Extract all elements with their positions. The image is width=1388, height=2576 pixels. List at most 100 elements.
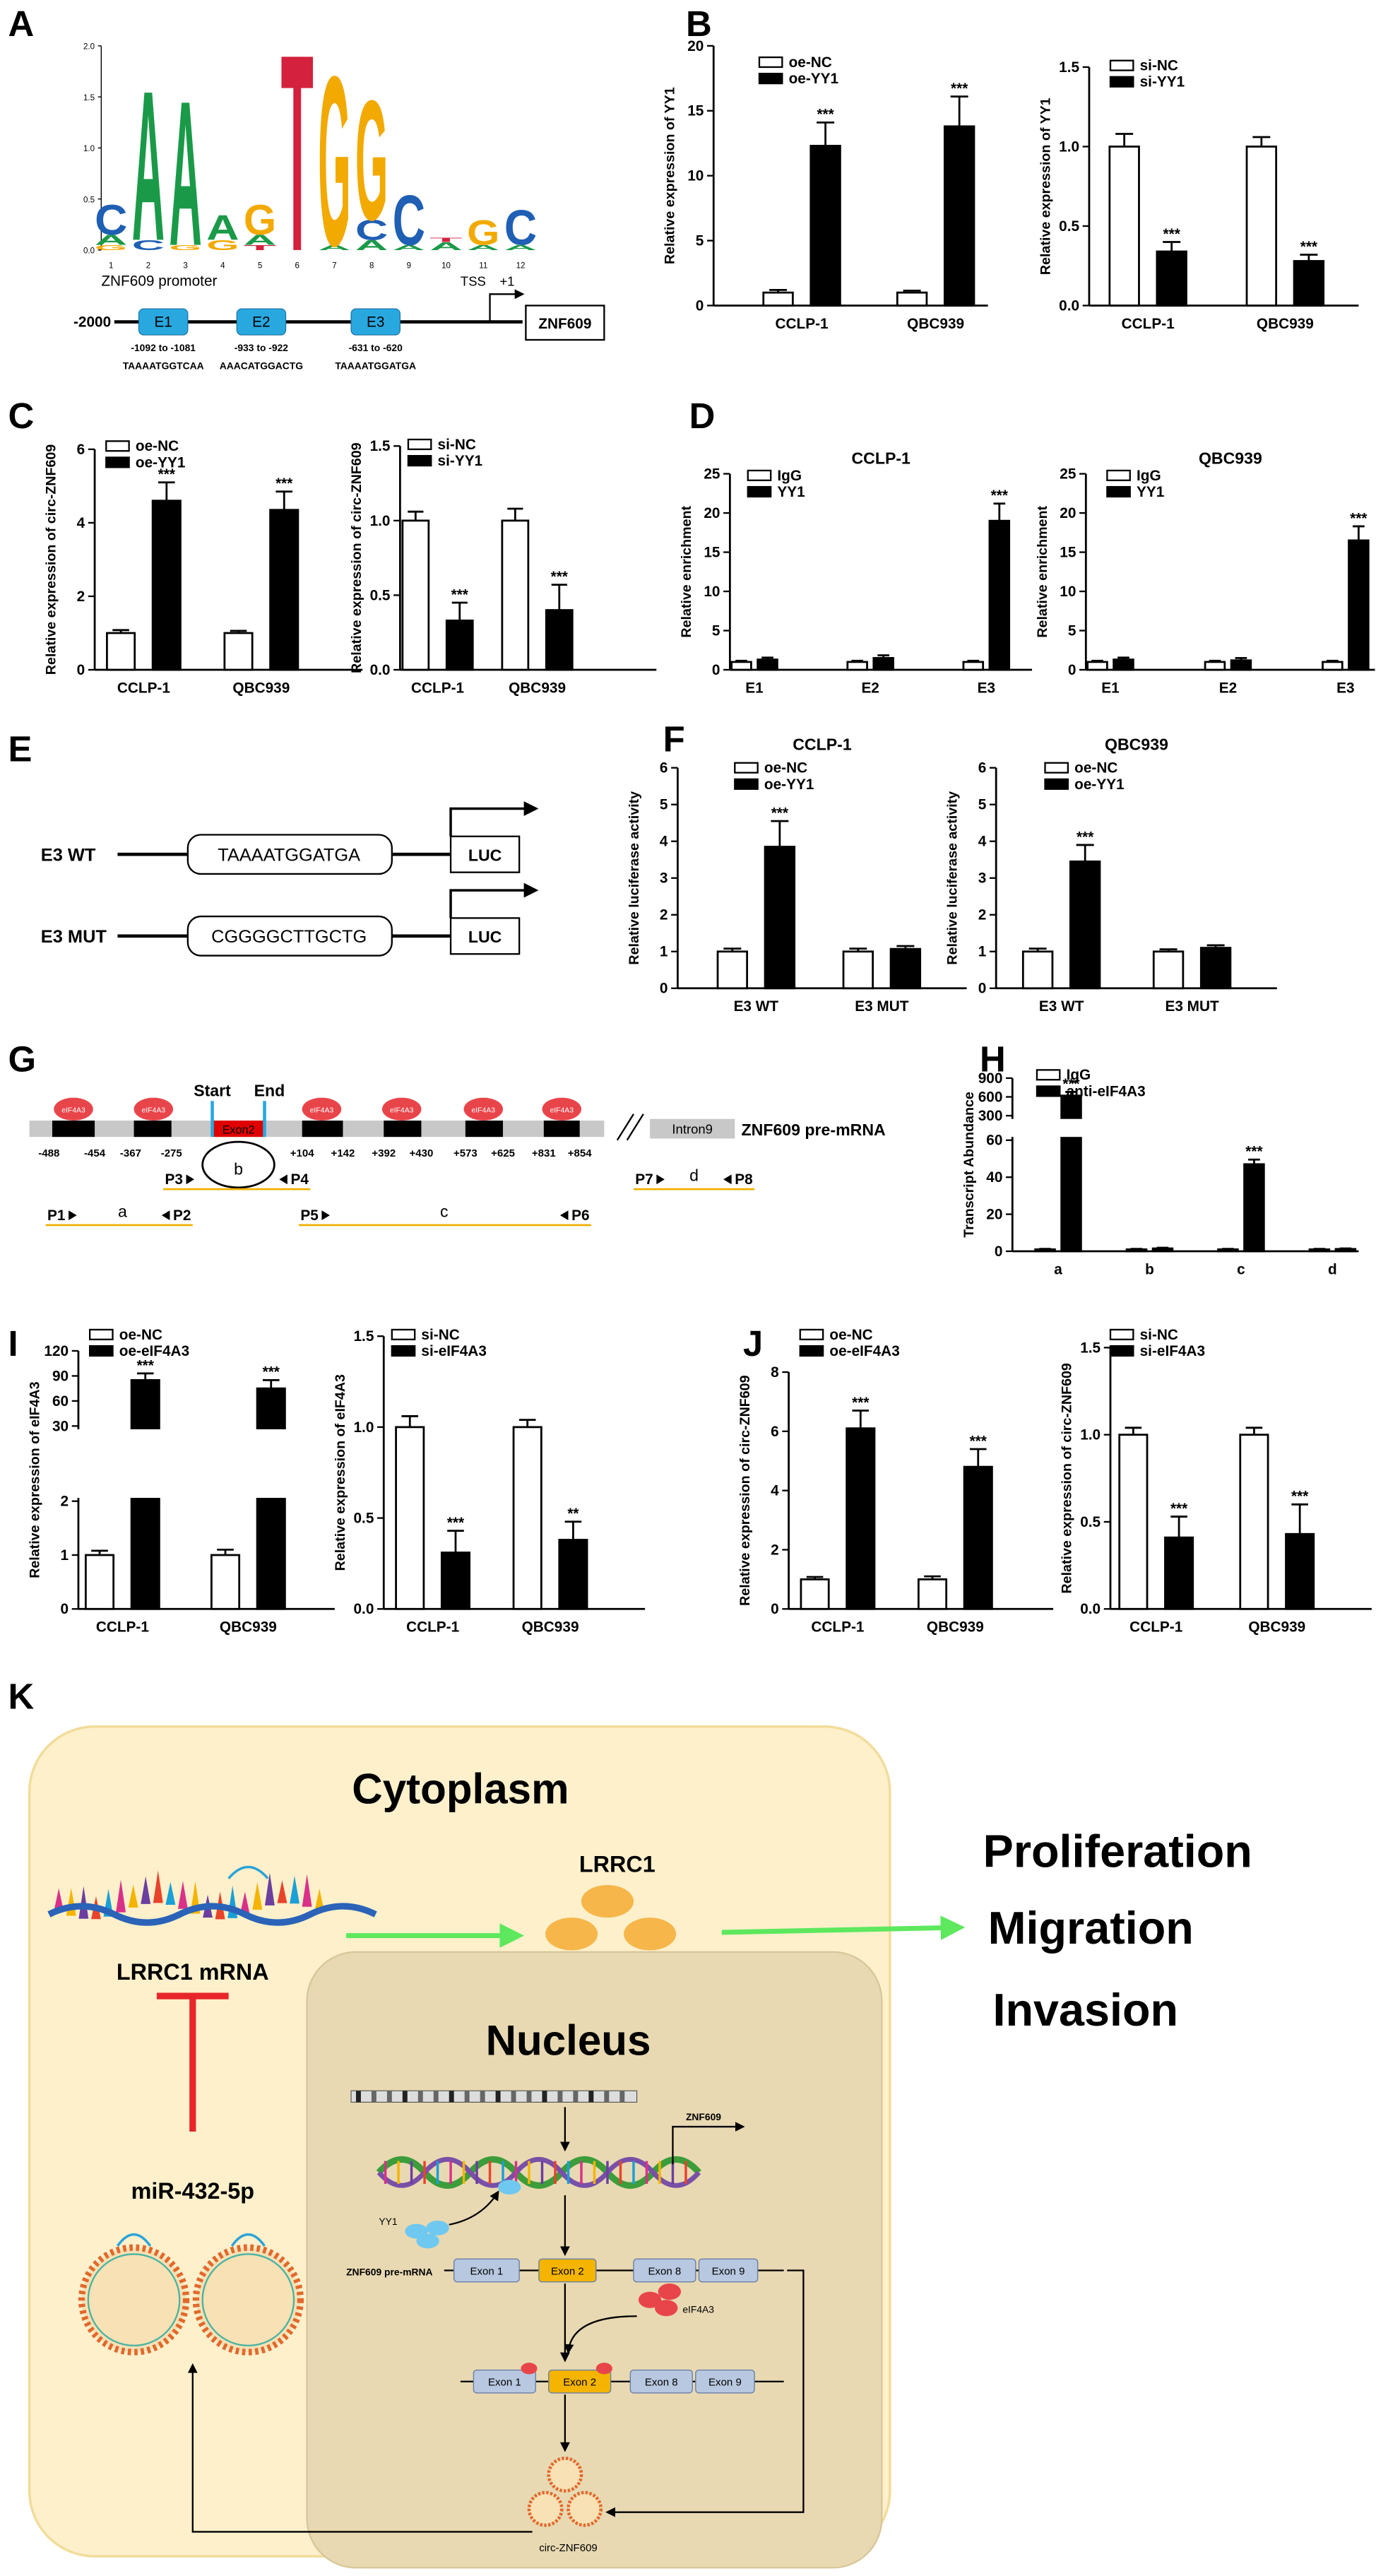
logo-letter: A	[355, 238, 389, 254]
exon-label: Exon 8	[645, 2377, 678, 2389]
bar	[151, 500, 182, 671]
legend-swatch	[1036, 1085, 1061, 1097]
promoter-arrow	[449, 801, 539, 837]
start-label: Start	[194, 1081, 231, 1099]
y-tick-label: 0.0	[83, 247, 95, 255]
y-tick-label: 6	[660, 760, 668, 776]
chromosome-band	[371, 2091, 376, 2103]
mrna-strand	[47, 1903, 377, 1926]
significance-label: ***	[263, 1364, 280, 1381]
legend-label: YY1	[777, 484, 805, 500]
chromosome-band	[573, 2091, 579, 2103]
bar	[1204, 661, 1226, 671]
y-tick-label: 8	[771, 1364, 779, 1381]
y-tick-label: 0.5	[1080, 1514, 1101, 1530]
bar	[963, 1465, 993, 1610]
x-tick-label: CCLP-1	[117, 680, 170, 696]
y-axis-label: Relative luciferase activity	[945, 791, 961, 965]
panel-label: A	[8, 4, 35, 44]
logo-letter: A	[95, 233, 129, 249]
exon-label: Exon 2	[551, 2265, 584, 2277]
y-tick-label: 3	[660, 870, 668, 887]
x-tick-label: E2	[1219, 680, 1237, 696]
legend-swatch	[799, 1328, 824, 1340]
exon-box	[548, 2369, 612, 2394]
tss-arrow	[489, 289, 525, 322]
gene-label: ZNF609	[686, 2111, 721, 2122]
y-tick-label: 6	[77, 442, 85, 458]
mrna-base	[165, 1881, 176, 1906]
element-name: E1	[154, 314, 172, 331]
panel-label: J	[743, 1323, 763, 1364]
significance-label: ***	[447, 1515, 465, 1531]
position-label: 12	[516, 261, 526, 270]
sponge-arrow	[187, 2363, 533, 2533]
y-tick-label: 1	[978, 944, 987, 960]
legend-label: oe-eIF4A3	[119, 1343, 189, 1359]
x-tick-label: CCLP-1	[1129, 1619, 1182, 1636]
mirna-strand	[117, 2233, 152, 2247]
panel-label: H	[980, 1039, 1006, 1080]
y-tick-label: 10	[687, 168, 704, 184]
chart-title: CCLP-1	[851, 449, 910, 468]
lrrc1-protein	[581, 1884, 634, 1918]
legend-label: si-YY1	[438, 453, 483, 469]
chromosome-band	[402, 2091, 408, 2103]
element-box	[138, 308, 189, 336]
y-axis-label: Relative expression of circ-ZNF609	[349, 442, 364, 673]
significance-label: ***	[1245, 1144, 1263, 1160]
significance-label: **	[567, 1506, 579, 1522]
logo-letter: G	[169, 244, 202, 252]
position-label: 5	[258, 261, 262, 270]
primer-right: P6	[571, 1207, 589, 1224]
bar	[401, 519, 430, 671]
bar	[1151, 1247, 1174, 1253]
chromosome-band	[511, 2091, 516, 2103]
legend-swatch	[758, 56, 783, 69]
gene-box	[525, 305, 605, 341]
sequence-box	[186, 834, 393, 875]
element-box	[350, 308, 401, 336]
significance-label: ***	[137, 1357, 155, 1373]
element-sequence: TAAAATGGTCAA	[123, 360, 204, 372]
bar	[730, 661, 752, 671]
loop	[201, 1140, 275, 1189]
legend-swatch	[799, 1345, 824, 1357]
y-axis-label: Relative enrichment	[1035, 506, 1050, 638]
element-box	[236, 308, 287, 336]
mrna-label: LRRC1 mRNA	[117, 1959, 269, 1985]
y-tick-label: 0	[696, 297, 704, 314]
protein-oval	[381, 1097, 422, 1121]
amplicon-label: d	[689, 1166, 699, 1185]
exon-block	[212, 1121, 265, 1138]
logo-letter: G	[467, 213, 499, 253]
y-tick-label: 1.5	[370, 438, 391, 454]
chromosome-band	[449, 2091, 454, 2103]
legend-swatch	[1036, 1069, 1061, 1081]
y-tick-label: 0.5	[83, 196, 95, 204]
mrna-base	[290, 1876, 299, 1904]
chromosome-band	[557, 2091, 563, 2103]
protein-oval	[542, 1097, 581, 1121]
reporter-label: LUC	[468, 846, 502, 864]
y-tick-label: 1.0	[1059, 138, 1079, 155]
primer-right: P8	[735, 1171, 752, 1188]
bar	[1285, 1532, 1315, 1610]
mrna-base	[177, 1881, 188, 1909]
y-tick-label: 120	[44, 1343, 69, 1359]
bar	[896, 291, 928, 307]
y-tick-label: 0	[995, 1243, 1003, 1260]
legend-label: YY1	[1137, 484, 1164, 500]
logo-letter: A	[169, 59, 201, 290]
x-tick-label: QBC939	[927, 1619, 984, 1636]
bar	[800, 1578, 830, 1610]
x-tick-label: CCLP-1	[96, 1619, 149, 1636]
legend-swatch	[734, 778, 759, 790]
bar	[872, 656, 894, 671]
mrna-base	[128, 1884, 138, 1908]
eif4a3-bound	[595, 2363, 612, 2375]
bar	[1245, 146, 1278, 307]
chromosome-band	[355, 2091, 361, 2103]
legend-swatch	[1109, 1345, 1134, 1357]
bar	[445, 619, 474, 671]
